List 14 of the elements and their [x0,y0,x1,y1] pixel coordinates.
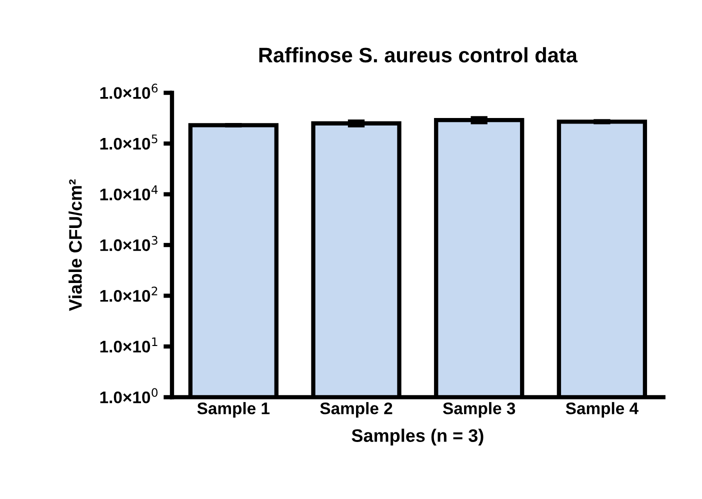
y-tick-label: 1.0×10$^{2}$ [100,286,158,302]
y-axis-title: Viable CFU/cm² [68,179,82,311]
y-tick-label: 1.0×10$^{3}$ [100,236,158,252]
x-tick-label: Sample 1 [197,402,270,418]
chart-title: Raffinose S. aureus control data [259,47,578,62]
y-tick-label: 1.0×10$^{1}$ [100,338,158,353]
y-tick-label: 1.0×10$^{5}$ [100,134,158,150]
x-axis-title: Samples (n = 3) [352,428,484,446]
x-tick-label: Sample 2 [320,402,392,418]
x-tick-label: Sample 4 [566,402,638,418]
x-tick-label: Sample 3 [443,402,516,418]
y-tick-label: 1.0×10$^{6}$ [100,84,158,99]
y-tick-label: 1.0×10$^{4}$ [100,185,158,200]
y-tick-label: 1.0×10$^{0}$ [100,388,158,404]
